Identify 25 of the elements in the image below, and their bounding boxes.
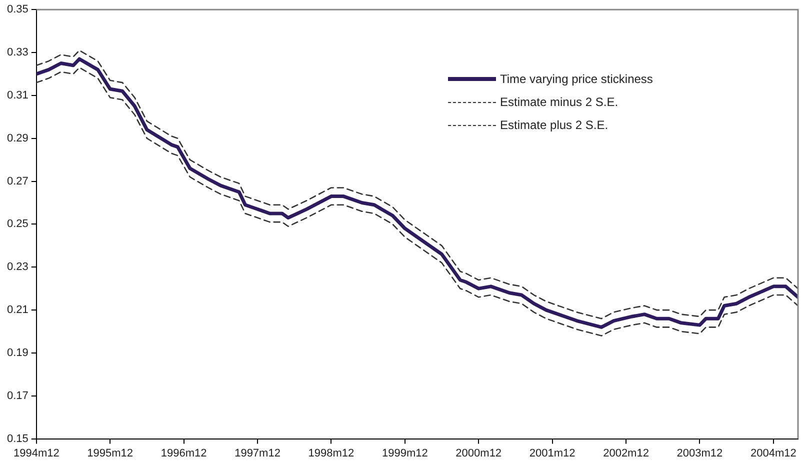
- y-tick-label: 0.17: [6, 390, 28, 402]
- legend-label: Time varying price stickiness: [500, 72, 653, 86]
- x-tick-label: 1999m12: [382, 447, 428, 460]
- legend-label: Estimate plus 2 S.E.: [500, 118, 608, 132]
- y-tick-label: 0.27: [6, 175, 28, 188]
- x-tick-label: 1997m12: [234, 447, 280, 460]
- x-tick-label: 2001m12: [529, 447, 576, 460]
- y-tick-label: 0.25: [6, 218, 28, 230]
- y-tick-label: 0.31: [6, 89, 28, 102]
- x-tick-label: 2003m12: [676, 447, 723, 460]
- y-tick-label: 0.19: [6, 346, 28, 359]
- x-tick-label: 1996m12: [160, 447, 207, 460]
- x-tick-label: 2000m12: [456, 447, 502, 460]
- y-tick-label: 0.15: [6, 432, 28, 445]
- y-tick-label: 0.21: [6, 304, 28, 316]
- x-tick-label: 2004m12: [750, 447, 796, 460]
- x-tick-label: 1995m12: [87, 447, 134, 460]
- x-tick-label: 2002m12: [603, 447, 649, 460]
- legend-label: Estimate minus 2 S.E.: [500, 95, 618, 109]
- y-tick-label: 0.33: [6, 46, 28, 59]
- x-tick-label: 1998m12: [308, 447, 354, 460]
- y-tick-label: 0.23: [6, 261, 28, 274]
- y-tick-label: 0.35: [6, 4, 28, 16]
- x-tick-label: 1994m12: [13, 447, 60, 460]
- y-tick-label: 0.29: [6, 132, 28, 144]
